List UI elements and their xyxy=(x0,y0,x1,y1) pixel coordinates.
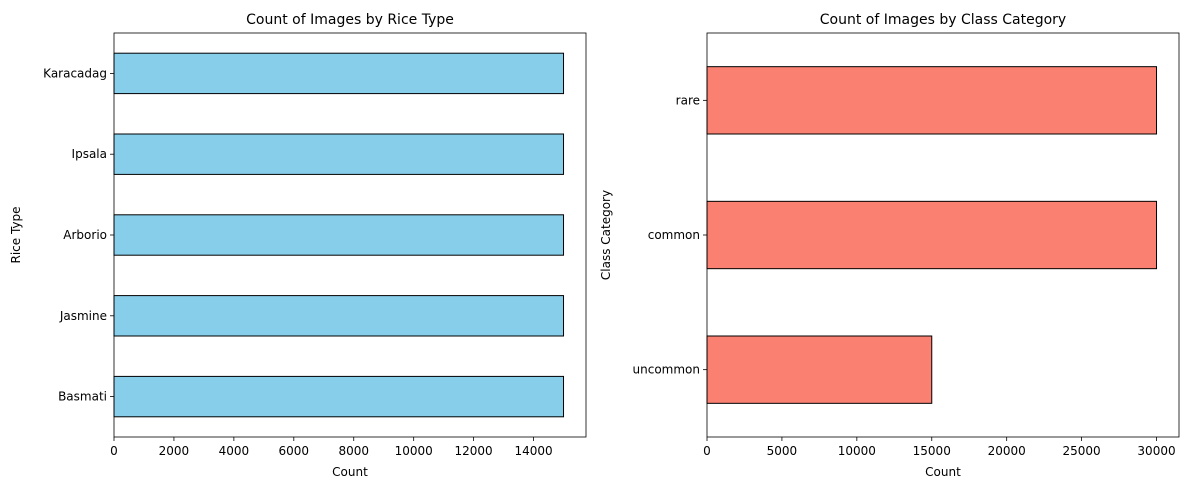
bar-uncommon xyxy=(706,335,933,404)
chart-title: Count of Images by Class Category xyxy=(820,12,1066,28)
x-tick-label: 0 xyxy=(110,444,118,458)
x-tick-label: 8000 xyxy=(338,444,369,458)
x-tick-label: 20000 xyxy=(988,444,1026,458)
x-tick-label: 12000 xyxy=(455,444,493,458)
bar-karacadag xyxy=(113,52,565,95)
y-axis-label: Class Category xyxy=(599,190,613,280)
y-tick-label-arborio: Arborio xyxy=(63,228,107,242)
y-axis-label: Rice Type xyxy=(9,206,23,263)
chart-class-category: 0 5000 10000 15000 20000 25000 30000 uncommon co… xyxy=(599,12,1180,479)
x-axis-label: Count xyxy=(332,465,368,479)
y-tick-label-uncommon: uncommon xyxy=(633,363,700,377)
y-tick-label-rare: rare xyxy=(676,93,700,107)
y-tick-label-jasmine: Jasmine xyxy=(59,309,107,323)
chart-rice-type: 0 2000 4000 6000 8000 10000 12000 14000 Basmati J… xyxy=(9,12,587,479)
x-tick-label: 0 xyxy=(703,444,711,458)
x-tick-label: 30000 xyxy=(1137,444,1175,458)
x-tick-label: 10000 xyxy=(838,444,876,458)
chart-title: Count of Images by Rice Type xyxy=(246,12,454,28)
bar-ipsala xyxy=(113,133,565,175)
x-tick-label: 4000 xyxy=(219,444,250,458)
x-tick-label: 6000 xyxy=(279,444,310,458)
x-tick-label: 2000 xyxy=(159,444,190,458)
x-tick-label: 5000 xyxy=(767,444,798,458)
x-axis-label: Count xyxy=(925,465,961,479)
bar-common xyxy=(706,200,1158,270)
x-tick-label: 25000 xyxy=(1063,444,1101,458)
bar-arborio xyxy=(113,214,565,256)
x-tick-label: 14000 xyxy=(514,444,552,458)
y-tick-label-karacadag: Karacadag xyxy=(43,66,107,80)
bar-basmati xyxy=(113,375,565,418)
y-tick-label-common: common xyxy=(648,228,700,242)
bar-jasmine xyxy=(113,295,565,337)
x-tick-label: 15000 xyxy=(913,444,951,458)
y-tick-label-ipsala: Ipsala xyxy=(72,147,107,161)
bar-rare xyxy=(706,66,1158,135)
x-tick-label: 10000 xyxy=(395,444,433,458)
y-tick-label-basmati: Basmati xyxy=(58,390,107,404)
